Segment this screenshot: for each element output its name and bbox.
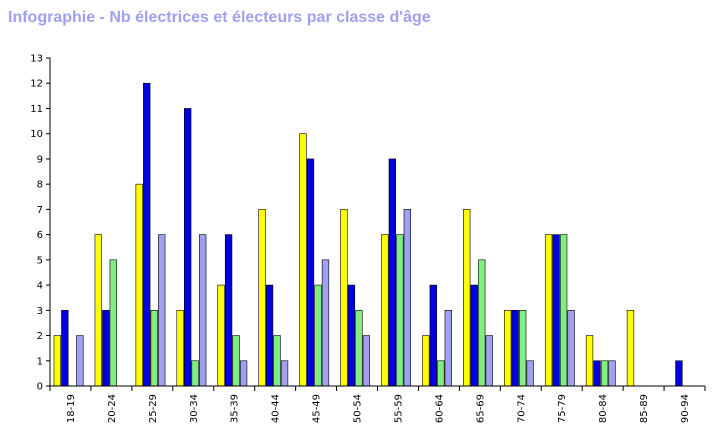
- bar-70-74-series-4: [526, 360, 534, 387]
- bar-80-84-series-1: [585, 335, 594, 387]
- x-tick-label: 30-34: [189, 394, 200, 423]
- y-tick-label: 9: [37, 154, 43, 165]
- bar-70-74-series-1: [504, 310, 512, 387]
- x-axis-ticks: 18-19 20-24 25-29 30-34 35-39 40-44 45-49 50-54…: [49, 386, 706, 423]
- y-tick-label: 12: [30, 79, 43, 90]
- bar-70-74-series-3: [519, 310, 527, 387]
- bar-70-74-series-2: [511, 310, 519, 387]
- x-tick-label: 70-74: [516, 394, 527, 423]
- bar-30-34-series-2: [184, 108, 192, 387]
- y-tick-label: 1: [37, 356, 43, 367]
- bar-80-84-series-3: [600, 360, 609, 387]
- bar-20-24-series-3: [109, 259, 117, 387]
- y-tick-label: 7: [37, 205, 43, 216]
- y-tick-label: 4: [37, 281, 43, 292]
- bar-50-54-series-1: [340, 209, 348, 387]
- bar-30-34-series-1: [176, 310, 184, 387]
- bar-60-64-series-2: [429, 284, 437, 387]
- bar-80-84-series-4: [608, 360, 616, 387]
- y-tick-label: 10: [30, 129, 43, 140]
- bar-50-54-series-4: [362, 335, 371, 387]
- y-tick-label: 13: [30, 54, 43, 65]
- bar-25-29-series-2: [143, 82, 151, 387]
- bar-30-34-series-4: [199, 234, 207, 387]
- x-tick-label: 35-39: [230, 394, 241, 423]
- bar-35-39-series-1: [217, 284, 225, 387]
- bar-18-19-series-1: [53, 335, 61, 387]
- bar-60-64-series-1: [422, 335, 430, 387]
- bar-55-59-series-1: [381, 234, 389, 387]
- bar-45-49-series-4: [321, 259, 330, 387]
- x-tick-label: 65-69: [475, 394, 486, 423]
- bar-75-79-series-3: [559, 234, 568, 387]
- bars-group: [53, 82, 683, 387]
- bar-18-19-series-2: [61, 310, 69, 387]
- y-tick-label: 3: [37, 306, 43, 317]
- bar-55-59-series-4: [403, 209, 411, 387]
- bar-75-79-series-4: [567, 310, 575, 387]
- bar-80-84-series-2: [593, 360, 601, 387]
- x-tick-label: 75-79: [557, 394, 568, 423]
- x-tick-label: 18-19: [66, 394, 77, 423]
- bar-18-19-series-4: [76, 335, 84, 387]
- bar-85-89-series-1: [626, 310, 635, 387]
- bar-65-69-series-4: [485, 335, 493, 387]
- bar-60-64-series-4: [444, 310, 452, 387]
- bar-35-39-series-2: [224, 234, 233, 387]
- bar-35-39-series-4: [239, 360, 248, 387]
- bar-65-69-series-3: [478, 259, 486, 387]
- y-tick-label: 11: [30, 104, 43, 115]
- bar-65-69-series-2: [470, 284, 478, 387]
- bar-20-24-series-2: [102, 310, 110, 387]
- bar-75-79-series-2: [552, 234, 560, 387]
- x-tick-label: 60-64: [434, 394, 445, 423]
- x-tick-label: 90-94: [680, 394, 691, 423]
- bar-20-24-series-1: [94, 234, 102, 387]
- x-tick-label: 50-54: [353, 394, 364, 423]
- chart-title: Infographie - Nb électrices et électeurs…: [8, 9, 431, 26]
- bar-60-64-series-3: [437, 360, 445, 387]
- bar-45-49-series-3: [314, 284, 322, 387]
- bar-90-94-series-2: [675, 360, 683, 387]
- bar-65-69-series-1: [463, 209, 471, 387]
- bar-35-39-series-3: [232, 335, 240, 387]
- bar-40-44-series-2: [265, 284, 274, 387]
- x-tick-label: 25-29: [148, 394, 159, 423]
- y-tick-label: 2: [37, 331, 43, 342]
- x-tick-label: 40-44: [271, 394, 282, 423]
- y-tick-label: 5: [37, 255, 43, 266]
- x-tick-label: 55-59: [393, 394, 404, 423]
- bar-75-79-series-1: [544, 234, 553, 387]
- bar-30-34-series-3: [191, 360, 199, 387]
- bar-45-49-series-2: [306, 158, 315, 387]
- bar-50-54-series-2: [347, 284, 356, 387]
- bar-25-29-series-1: [135, 183, 143, 387]
- bar-25-29-series-3: [150, 310, 158, 387]
- bar-25-29-series-4: [158, 234, 166, 387]
- bar-50-54-series-3: [355, 310, 363, 387]
- bar-40-44-series-1: [258, 209, 266, 387]
- y-tick-label: 0: [37, 382, 43, 393]
- bar-40-44-series-4: [280, 360, 289, 387]
- bar-40-44-series-3: [273, 335, 281, 387]
- bar-45-49-series-1: [299, 133, 307, 387]
- bar-55-59-series-2: [388, 158, 396, 387]
- y-tick-label: 8: [37, 180, 43, 191]
- bar-55-59-series-3: [396, 234, 404, 387]
- x-tick-label: 80-84: [598, 394, 609, 423]
- x-tick-label: 20-24: [107, 394, 118, 423]
- x-tick-label: 45-49: [312, 394, 323, 423]
- x-tick-label: 85-89: [639, 394, 650, 423]
- y-tick-label: 6: [37, 230, 43, 241]
